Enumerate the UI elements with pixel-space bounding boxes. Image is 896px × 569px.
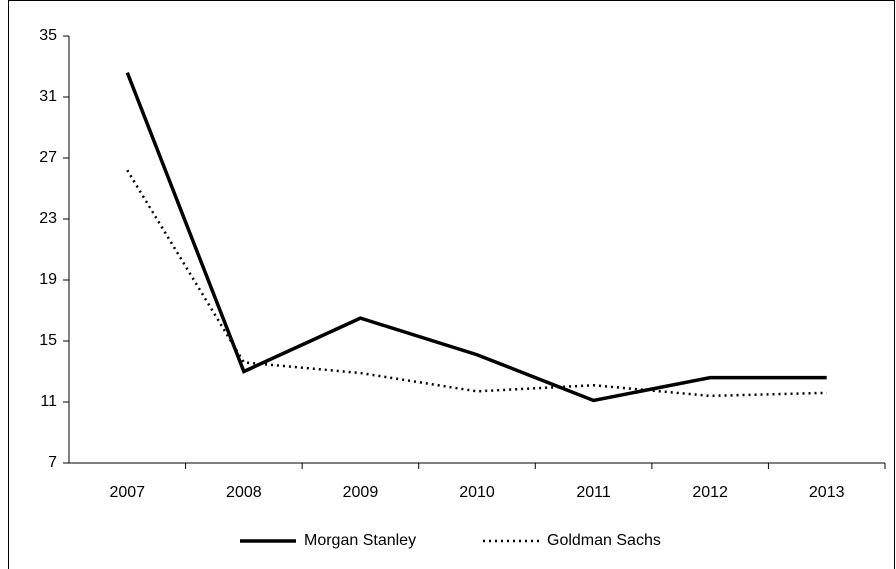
y-tick-label: 23	[39, 210, 57, 227]
x-tick-label: 2013	[809, 484, 845, 501]
y-tick-label: 35	[39, 27, 57, 44]
x-tick-label: 2008	[226, 484, 262, 501]
chart-frame	[8, 0, 895, 569]
legend-label: Morgan Stanley	[304, 532, 416, 549]
y-tick-label: 7	[48, 454, 57, 471]
legend-label: Goldman Sachs	[547, 532, 661, 549]
y-tick-label: 15	[39, 332, 57, 349]
y-tick-label: 31	[39, 88, 57, 105]
y-tick-label: 19	[39, 271, 57, 288]
x-tick-label: 2009	[343, 484, 379, 501]
y-tick-label: 27	[39, 149, 57, 166]
x-tick-label: 2010	[459, 484, 495, 501]
x-tick-label: 2012	[692, 484, 728, 501]
series-line	[126, 169, 827, 398]
y-tick-label: 11	[40, 393, 57, 410]
x-tick-label: 2007	[109, 484, 145, 501]
series-line	[125, 71, 827, 403]
x-tick-label: 2011	[576, 484, 611, 501]
